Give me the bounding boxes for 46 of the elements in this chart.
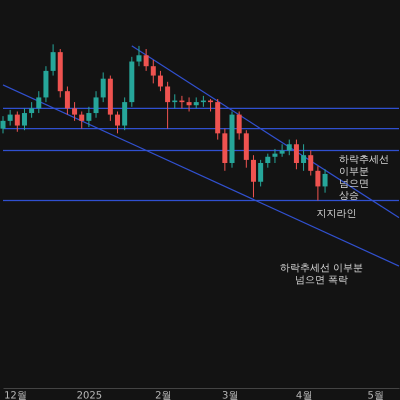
candlestick	[236, 110, 242, 140]
candlestick	[172, 94, 178, 109]
candlestick	[280, 144, 285, 158]
x-tick-label: 4월	[296, 390, 312, 400]
candlestick	[136, 45, 142, 67]
candlestick	[86, 106, 92, 128]
annotation: 하락추세선 이부분 넘으면 폭락	[280, 262, 364, 286]
candlestick	[315, 166, 320, 201]
candlestick	[122, 96, 128, 131]
candlestick	[165, 81, 170, 130]
candlestick	[179, 95, 184, 109]
annotation: 지지라인	[316, 208, 356, 220]
candlestick	[294, 139, 299, 170]
x-tick-label: 2월	[155, 390, 172, 400]
candlestick	[64, 86, 70, 116]
candlestick	[272, 148, 278, 164]
candlestick	[250, 154, 256, 198]
candlestick	[94, 90, 99, 118]
candlestick	[301, 144, 306, 172]
candlestick	[286, 139, 292, 156]
x-tick-label: 5월	[367, 390, 384, 400]
candlestick	[322, 168, 328, 194]
candlestick	[150, 59, 156, 84]
candlestick	[100, 72, 106, 103]
candlestick	[36, 90, 42, 114]
x-tick-label: 3월	[222, 390, 238, 400]
candlestick	[50, 44, 56, 76]
candlestick	[158, 70, 163, 92]
candlestick	[200, 95, 206, 108]
x-tick-label: 2025	[76, 390, 102, 400]
candlestick	[194, 96, 199, 109]
x-tick-label: 12월	[4, 390, 27, 400]
candlestick	[72, 102, 78, 122]
candlestick	[144, 48, 149, 72]
candlestick	[29, 102, 34, 118]
candlestick	[115, 110, 120, 134]
candlestick	[186, 96, 192, 112]
candlestick	[308, 150, 314, 176]
candlestick	[22, 108, 27, 131]
candlestick	[0, 116, 6, 134]
candlestick	[8, 109, 13, 126]
candlestick	[208, 98, 214, 112]
candlestick	[258, 159, 264, 187]
candlestick	[79, 110, 84, 130]
candlestick	[265, 153, 270, 168]
candlestick	[14, 110, 20, 132]
